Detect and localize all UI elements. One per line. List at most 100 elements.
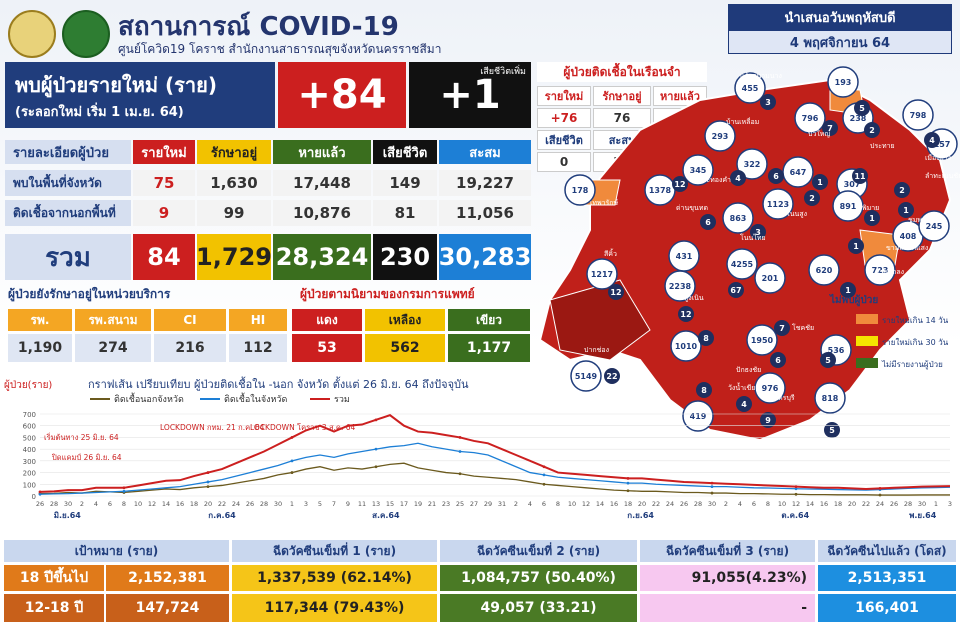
district-new-circle (848, 238, 864, 254)
district-new-circle (728, 282, 744, 298)
district-label: เมืองยาง (925, 154, 951, 162)
prison-header: เสียชีวิต (537, 130, 591, 150)
series-line (39, 414, 951, 493)
stats-row-label: พบในพื้นที่จังหวัด (5, 170, 131, 196)
district-new: 4 (735, 174, 741, 183)
district-new: 1 (903, 206, 909, 215)
data-point (542, 482, 546, 486)
district-new-circle (678, 306, 694, 322)
district-label: สูงเนิน (684, 294, 704, 302)
district-new-circle (736, 396, 752, 412)
district-label: ครบุรี (778, 394, 795, 402)
district-count: 620 (816, 266, 833, 275)
district-new: 9 (765, 416, 771, 425)
data-point (290, 436, 294, 439)
data-point (878, 486, 882, 490)
district-count: 157 (934, 140, 951, 149)
district-new-circle (774, 320, 790, 336)
x-tick: 6 (752, 500, 756, 508)
district-new: 12 (610, 288, 621, 297)
x-tick: 4 (528, 500, 532, 508)
district-count-circle (754, 262, 786, 294)
data-point (710, 491, 714, 495)
district-new-circle (864, 122, 880, 138)
district-count: 431 (676, 252, 693, 261)
stats-cell: 149 (373, 170, 437, 196)
x-tick: 8 (766, 500, 770, 508)
units-title: ผู้ป่วยยังรักษาอยู่ในหน่วยบริการ (8, 287, 171, 301)
units-header: รพ.สนาม (75, 309, 151, 331)
district-count-circle (832, 190, 864, 222)
vaccine-cell: 49,057 (33.21) (440, 594, 637, 622)
units-value: 112 (229, 334, 287, 362)
legend-label: ติดเชื้อนอกจังหวัด (114, 392, 184, 405)
district-count: 891 (840, 202, 857, 211)
district-new: 1 (845, 286, 851, 295)
page-title: สถานการณ์ COVID-19 (118, 12, 399, 42)
chart-annotation: LOCKDOWN โคราช 3 ส.ค. 64 (250, 423, 355, 432)
data-point (626, 477, 630, 480)
y-tick: 300 (23, 458, 36, 466)
data-point (542, 465, 546, 469)
district-new: 4 (741, 400, 747, 409)
data-point (290, 471, 294, 474)
hospital-logo (8, 10, 56, 58)
units-header: HI (229, 309, 287, 331)
district-count: 1950 (751, 336, 774, 345)
district-count: 293 (712, 132, 729, 141)
y-tick: 0 (32, 493, 36, 501)
vaccine-header: ฉีดวัคซีนเข็มที่ 3 (ราย) (640, 540, 815, 562)
vaccine-cell: 147,724 (106, 594, 229, 622)
medical-value-yellow: 562 (365, 334, 445, 362)
vaccine-cell: 2,513,351 (818, 565, 956, 591)
district-new-circle (700, 214, 716, 230)
district-count: 723 (872, 266, 889, 275)
district-label: ลำทะเมนชัย (925, 172, 960, 180)
x-tick: 18 (624, 500, 632, 508)
x-tick: 20 (848, 500, 856, 508)
stats-header-treating: รักษาอยู่ (197, 140, 271, 164)
x-tick: 27 (470, 500, 478, 508)
vaccine-cell: 117,344 (79.43%) (232, 594, 437, 622)
district-new-circle (822, 120, 838, 136)
data-point (458, 436, 462, 439)
vaccine-cell: 2,152,381 (106, 565, 229, 591)
x-tick: 26 (680, 500, 688, 508)
legend-swatch-yellow (856, 336, 878, 346)
district-count: 5149 (575, 372, 598, 381)
district-count: 796 (802, 114, 819, 123)
district-new: 1 (853, 242, 859, 251)
district-count: 1123 (767, 200, 789, 209)
district-count: 408 (900, 232, 917, 241)
district-count-circle (746, 324, 778, 356)
district-new-circle (768, 168, 784, 184)
line-chart: ผู้ป่วย(ราย) กราฟเส้น เปรียบเทียบ ผู้ป่วย… (4, 376, 952, 520)
vaccine-cell: 1,337,539 (62.14%) (232, 565, 437, 591)
data-point (794, 485, 798, 489)
district-count: 536 (828, 346, 845, 355)
district-count-circle (794, 102, 826, 134)
data-point (458, 472, 462, 476)
district-new: 3 (755, 228, 761, 237)
district-count: 976 (762, 384, 779, 393)
x-tick: 30 (918, 500, 926, 508)
data-point (206, 471, 210, 474)
district-count-circle (864, 254, 896, 286)
x-tick: 16 (820, 500, 828, 508)
x-tick: 14 (162, 500, 170, 508)
district-count: 1378 (649, 186, 672, 195)
legend-label: รายใหม่เกิน 14 วัน (882, 316, 949, 325)
x-tick: 3 (948, 500, 952, 508)
district-count-circle (704, 120, 736, 152)
district-label: เทพารักษ์ (590, 199, 619, 207)
data-point (374, 418, 378, 422)
district-label: โชคชัย (792, 323, 814, 332)
district-count: 1010 (675, 342, 698, 351)
x-tick: 2 (724, 500, 728, 508)
prison-value: +76 (537, 108, 591, 128)
x-tick: 13 (372, 500, 380, 508)
district-label: โนนไทย (740, 233, 766, 242)
medical-header-red: แดง (292, 309, 362, 331)
x-tick: 12 (148, 500, 156, 508)
district-count-circle (586, 258, 618, 290)
